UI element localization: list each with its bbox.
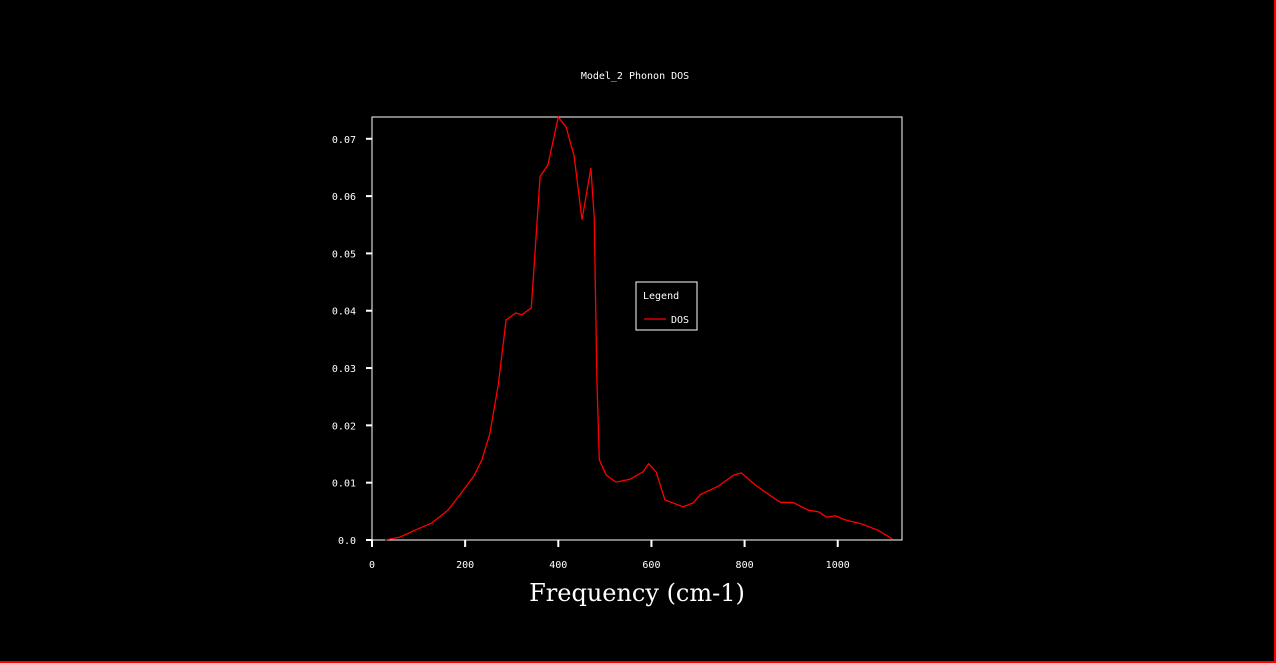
- x-tick-label: 800: [736, 560, 754, 571]
- y-tick-label: 0.04: [332, 307, 356, 318]
- plot-area: [371, 116, 903, 541]
- chart-title: Model_2 Phonon DOS: [581, 71, 689, 82]
- x-tick-label: 200: [456, 560, 474, 571]
- series-line-dos: [384, 115, 893, 541]
- y-tick-label: 0.03: [332, 364, 356, 375]
- y-tick-label: 0.0: [338, 536, 356, 547]
- legend-label-dos: DOS: [671, 315, 689, 326]
- x-axis-label: Frequency (cm-1): [529, 579, 745, 607]
- x-tick-label: 0: [369, 560, 375, 571]
- x-tick-label: 1000: [826, 560, 850, 571]
- y-tick-label: 0.06: [332, 192, 356, 203]
- y-tick-label: 0.07: [332, 135, 356, 146]
- legend-title: Legend: [643, 291, 679, 302]
- legend: Legend DOS: [635, 281, 698, 331]
- x-tick-label: 600: [642, 560, 660, 571]
- y-tick-label: 0.01: [332, 479, 356, 490]
- x-tick-label: 400: [549, 560, 567, 571]
- legend-box: [635, 281, 698, 331]
- y-tick-label: 0.02: [332, 421, 356, 432]
- y-tick-label: 0.05: [332, 249, 356, 260]
